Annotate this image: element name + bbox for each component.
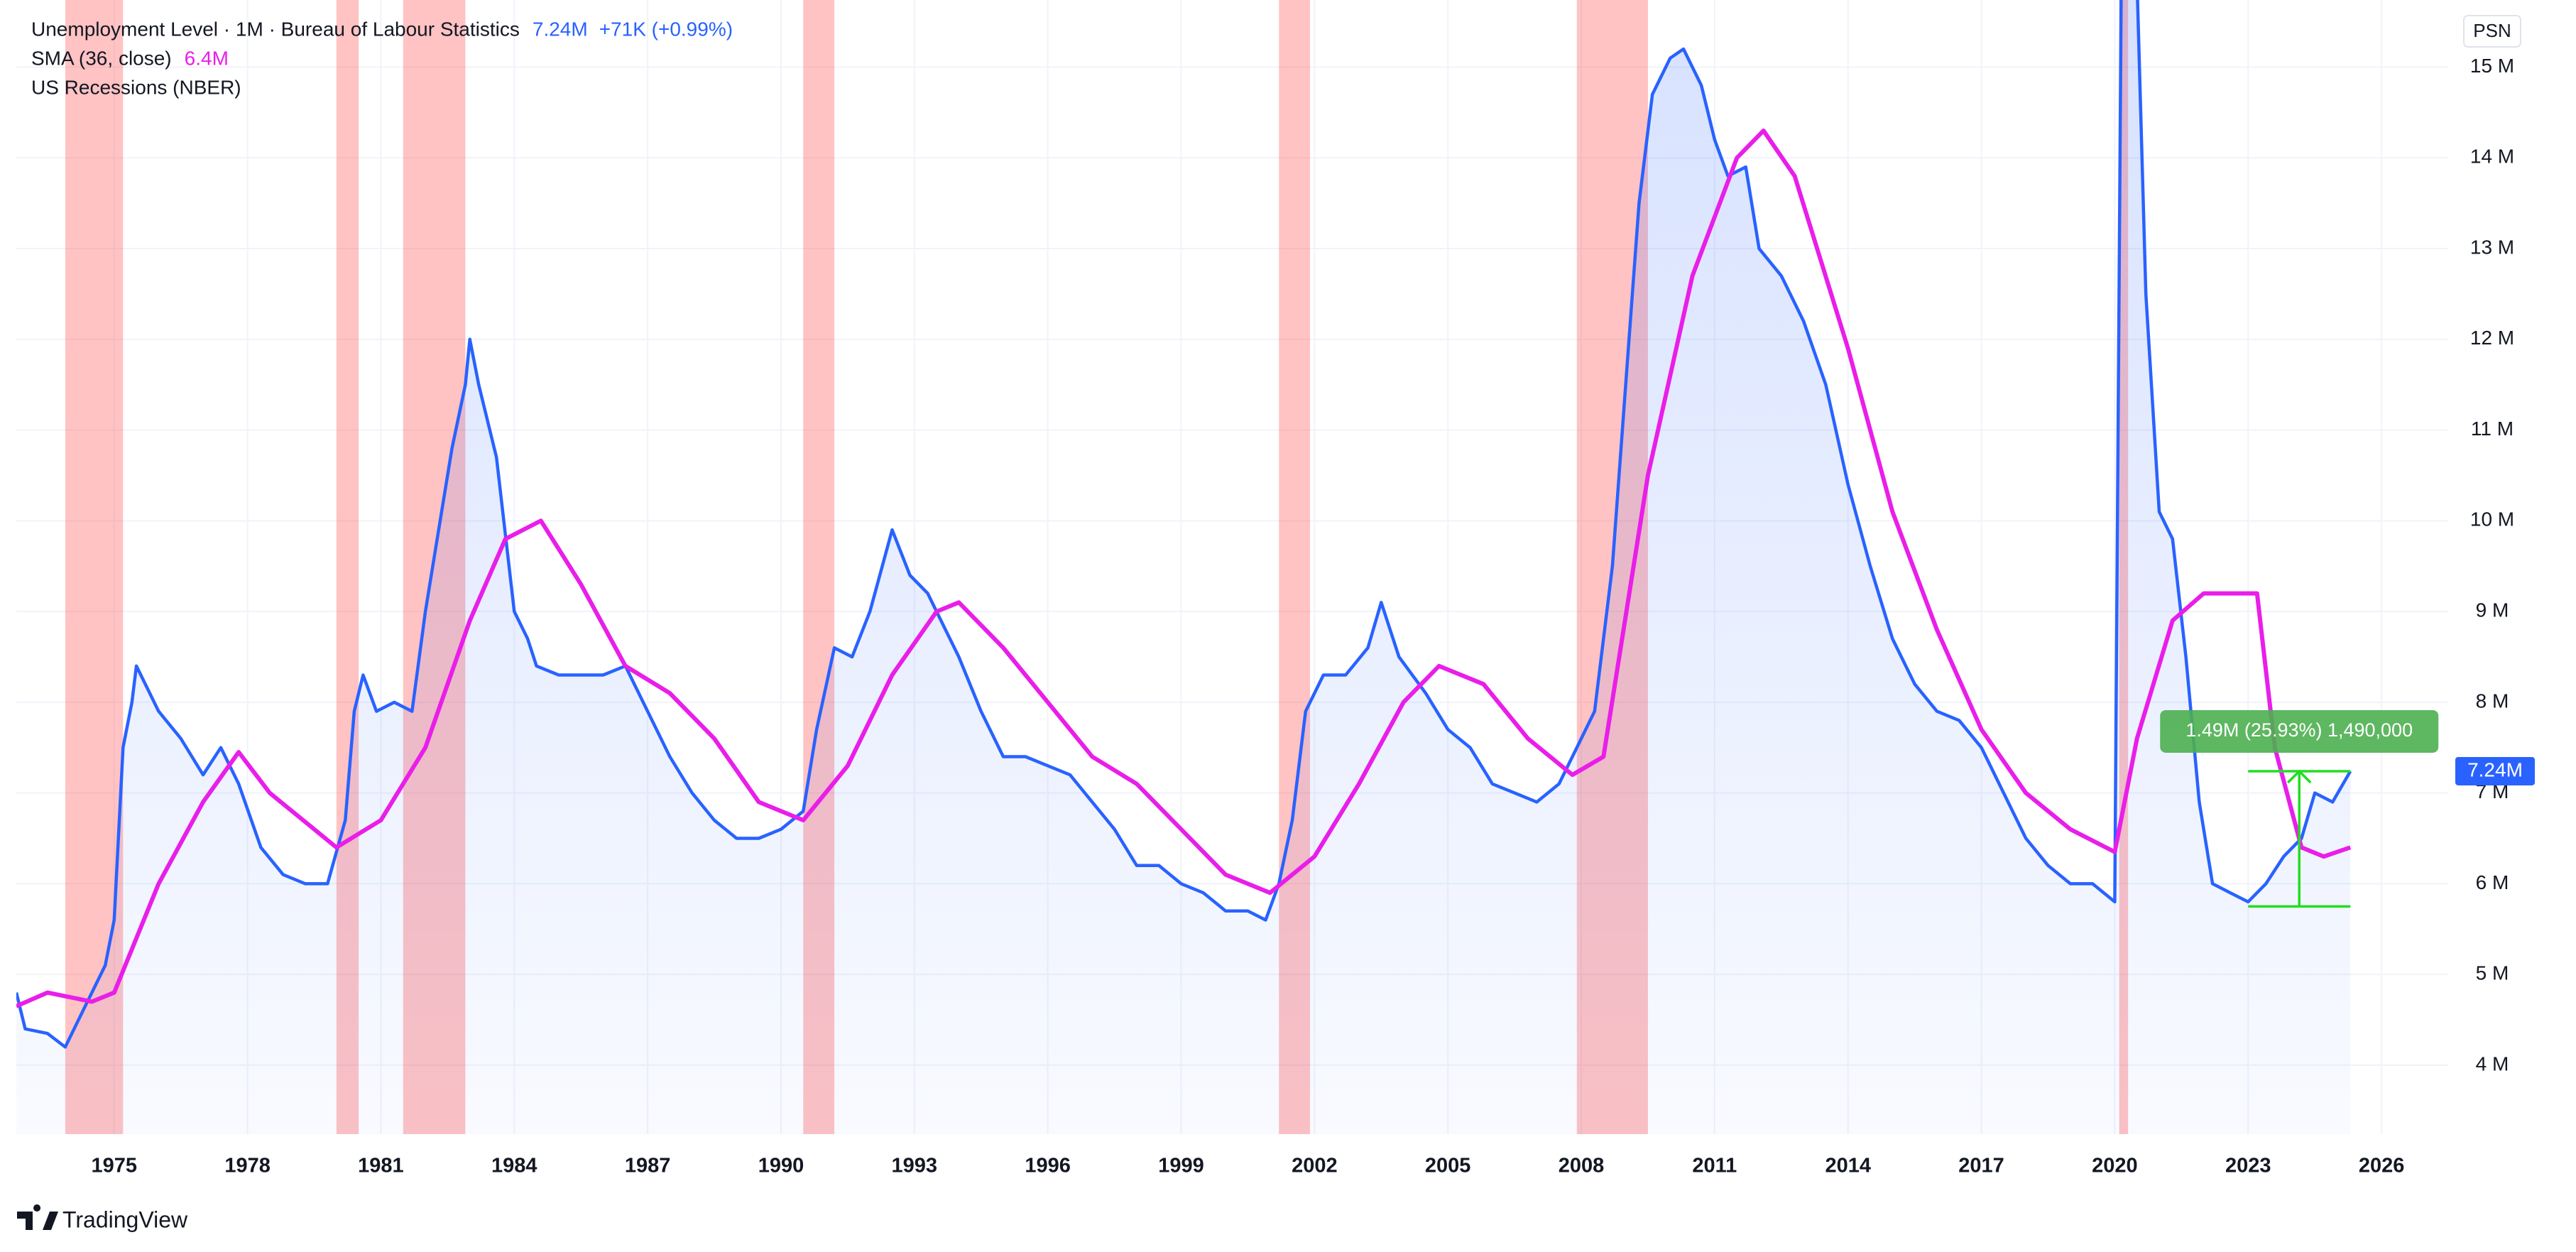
x-tick-label: 2023 xyxy=(2225,1155,2271,1177)
y-tick-label: 8 M xyxy=(2476,690,2509,712)
currency-badge[interactable] xyxy=(2463,15,2521,48)
x-tick-label: 2008 xyxy=(1559,1155,1605,1177)
axes: 4 M5 M6 M7 M8 M9 M10 M11 M12 M13 M14 M15… xyxy=(91,55,2514,1177)
currency-label: PSN xyxy=(2473,20,2511,41)
x-tick-label: 1999 xyxy=(1158,1155,1204,1177)
y-tick-label: 12 M xyxy=(2470,327,2514,349)
x-tick-label: 2011 xyxy=(1692,1155,1737,1177)
y-tick-label: 11 M xyxy=(2471,418,2514,440)
x-tick-label: 1987 xyxy=(625,1155,671,1177)
x-tick-label: 1984 xyxy=(491,1155,537,1177)
measure-arrowhead xyxy=(2287,769,2312,784)
plot-area xyxy=(16,0,2352,1134)
brand-name: TradingView xyxy=(62,1207,188,1232)
y-tick-label: 9 M xyxy=(2476,599,2509,621)
legend-value: 6.4M xyxy=(185,47,229,69)
y-tick-label: 15 M xyxy=(2470,55,2514,77)
x-tick-label: 1978 xyxy=(224,1155,271,1177)
legend-value: 7.24M xyxy=(533,18,588,40)
legend-series-name: Unemployment Level · 1M · Bureau of Labo… xyxy=(31,18,520,40)
series-line xyxy=(16,0,2352,1049)
x-tick-label: 1993 xyxy=(892,1155,938,1177)
x-tick-label: 1975 xyxy=(91,1155,137,1177)
legend-change: +71K (+0.99%) xyxy=(599,18,733,40)
measure-label-box xyxy=(2160,709,2439,753)
y-tick-label: 10 M xyxy=(2470,508,2514,530)
x-tick-label: 2026 xyxy=(2359,1155,2405,1177)
y-tick-label: 5 M xyxy=(2476,962,2509,984)
x-tick-label: 2017 xyxy=(1958,1155,2004,1177)
legend-recessions: US Recessions (NBER) xyxy=(31,76,241,98)
y-tick-label: 4 M xyxy=(2476,1052,2509,1074)
x-tick-label: 2002 xyxy=(1292,1155,1338,1177)
legend-series-name: SMA (36, close) xyxy=(31,47,172,69)
series-area xyxy=(16,0,2351,1134)
x-tick-label: 2020 xyxy=(2092,1155,2138,1177)
brand-icon xyxy=(17,1204,58,1230)
last-price-tag xyxy=(2455,756,2535,785)
x-tick-label: 2005 xyxy=(1425,1155,1471,1177)
y-tick-label: 14 M xyxy=(2470,146,2514,168)
measure-label: 1.49M (25.93%) 1,490,000 xyxy=(2185,719,2413,741)
y-tick-label: 13 M xyxy=(2470,236,2514,258)
last-price-label: 7.24M xyxy=(2467,758,2523,780)
series-line xyxy=(16,129,2352,1008)
x-tick-label: 2014 xyxy=(1825,1155,1871,1177)
brand-logo: TradingView xyxy=(17,1204,188,1232)
x-tick-label: 1990 xyxy=(758,1155,804,1177)
x-tick-label: 1981 xyxy=(358,1155,404,1177)
legend: Unemployment Level · 1M · Bureau of Labo… xyxy=(31,18,733,98)
y-tick-label: 6 M xyxy=(2476,871,2509,893)
x-tick-label: 1996 xyxy=(1025,1155,1071,1177)
